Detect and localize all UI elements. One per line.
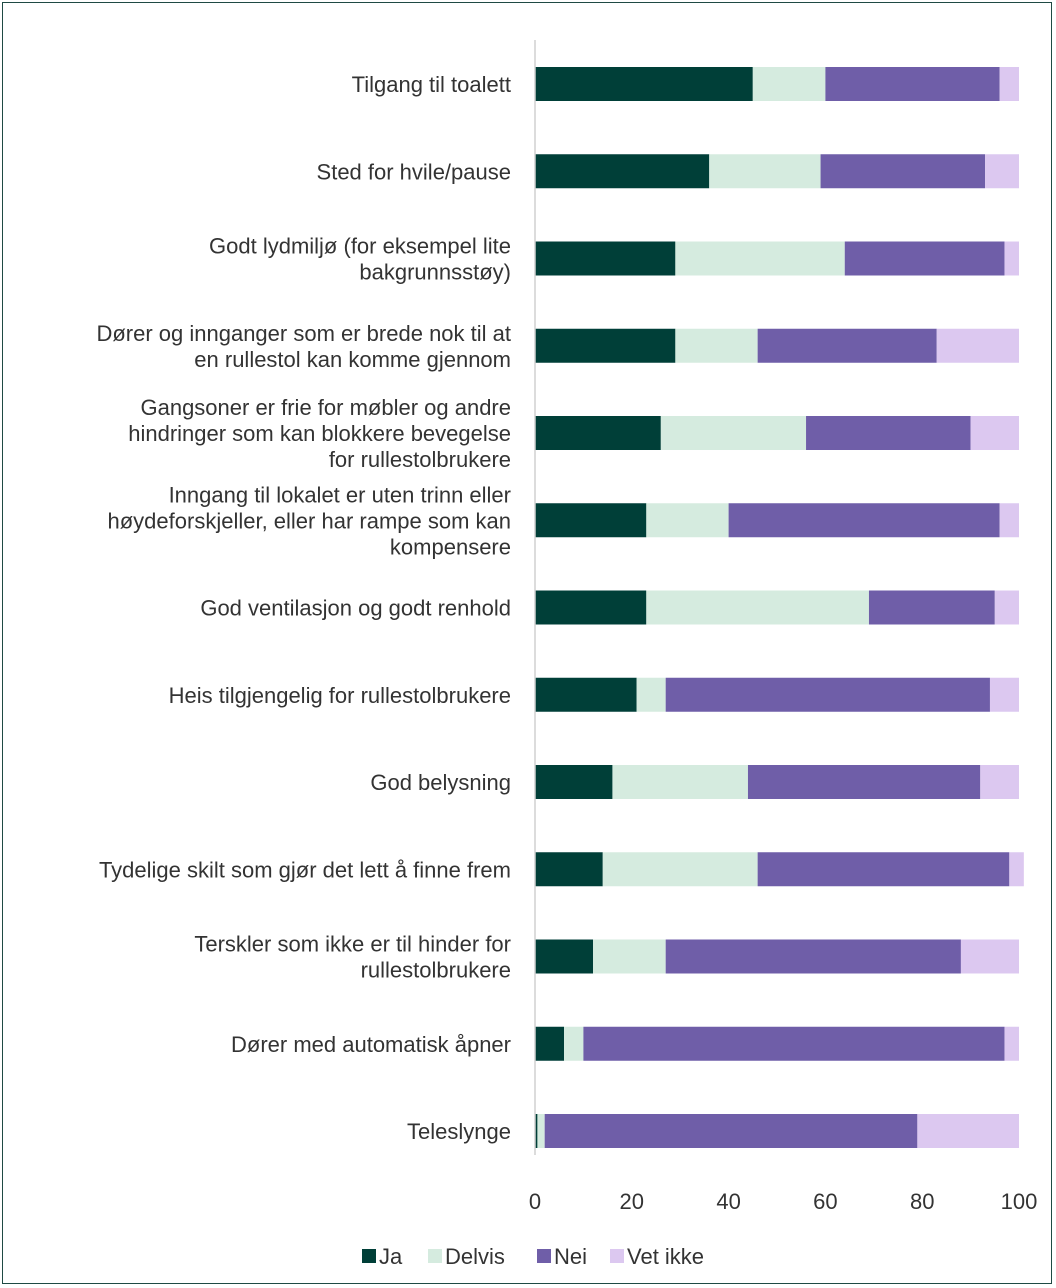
bar-segment-nei xyxy=(665,677,990,712)
bar-segment-delvis xyxy=(612,765,748,799)
bar-segment-vet-ikke xyxy=(980,765,1019,799)
bar-segment-nei xyxy=(544,1114,918,1148)
bar-segment-vet-ikke xyxy=(999,67,1019,101)
category-label: God ventilasjon og godt renhold xyxy=(200,596,511,621)
bar-segment-vet-ikke xyxy=(960,939,1019,974)
bar-segment-nei xyxy=(583,1026,1005,1061)
bar-segment-ja xyxy=(535,416,661,450)
bar-segment-delvis xyxy=(636,677,666,712)
category-label: Terskler som ikke er til hinder for rulle… xyxy=(194,932,511,983)
bar-segment-vet-ikke xyxy=(970,416,1019,450)
bar-segment-nei xyxy=(825,67,1000,101)
legend-label: Nei xyxy=(554,1244,587,1269)
bar-segment-vet-ikke xyxy=(989,677,1019,712)
bar-segment-delvis xyxy=(752,67,826,101)
bar-segment-ja xyxy=(535,1114,538,1148)
x-tick-label: 40 xyxy=(716,1189,740,1214)
category-label: Tydelige skilt som gjør det lett å finne… xyxy=(99,857,511,882)
bar-segment-delvis xyxy=(675,328,758,363)
bar-segment-nei xyxy=(844,241,1005,276)
bar-segment-vet-ikke xyxy=(985,154,1019,189)
bar-segment-ja xyxy=(535,939,594,974)
bar-segment-vet-ikke xyxy=(1004,241,1019,276)
bar-segment-nei xyxy=(757,852,1010,887)
bar-segment-delvis xyxy=(660,416,807,450)
bar-segment-ja xyxy=(535,765,613,799)
bar-segment-ja xyxy=(535,67,753,101)
bar-segment-delvis xyxy=(675,241,845,276)
legend-swatch-nei xyxy=(537,1249,551,1263)
bar-segment-vet-ikke xyxy=(917,1114,1019,1148)
category-label: Tilgang til toalett xyxy=(352,72,511,97)
category-label: Gangsoner er frie for møbler og andre hin… xyxy=(128,395,511,472)
bar-segment-vet-ikke xyxy=(1004,1026,1019,1061)
bar-segment-vet-ikke xyxy=(1009,852,1024,887)
bar-segment-delvis xyxy=(593,939,666,974)
bar-segment-ja xyxy=(535,1026,565,1061)
legend-label: Delvis xyxy=(445,1244,505,1269)
bar-segment-ja xyxy=(535,503,647,538)
category-labels: Tilgang til toalett Sted for hvile/pause G… xyxy=(96,72,511,1144)
category-label: Inngang til lokalet er uten trinn eller h… xyxy=(108,482,512,559)
bar-segment-ja xyxy=(535,154,710,189)
x-tick-label: 20 xyxy=(620,1189,644,1214)
bar-segment-ja xyxy=(535,328,676,363)
x-tick-label: 60 xyxy=(813,1189,837,1214)
bar-segment-ja xyxy=(535,241,676,276)
bar-segment-nei xyxy=(820,154,986,189)
bar-segment-nei xyxy=(747,765,981,799)
bar-segment-vet-ikke xyxy=(994,590,1019,625)
bar-segment-delvis xyxy=(646,590,869,625)
bar-segment-ja xyxy=(535,852,603,887)
legend: Ja Delvis Nei Vet ikke xyxy=(362,1244,704,1269)
category-label: Dører og innganger som er brede nok til … xyxy=(96,321,511,372)
category-label: God belysning xyxy=(370,770,511,795)
category-label: Dører med automatisk åpner xyxy=(231,1032,511,1057)
legend-label: Ja xyxy=(379,1244,403,1269)
bar-segment-ja xyxy=(535,590,647,625)
legend-label: Vet ikke xyxy=(627,1244,704,1269)
bars-layer xyxy=(535,67,1024,1148)
x-tick-labels: 0 20 40 60 80 100 xyxy=(529,1189,1037,1214)
x-tick-label: 0 xyxy=(529,1189,541,1214)
bar-segment-nei xyxy=(868,590,995,625)
bar-segment-nei xyxy=(806,416,971,450)
bar-segment-delvis xyxy=(646,503,729,538)
bar-segment-delvis xyxy=(564,1026,584,1061)
legend-swatch-ja xyxy=(362,1249,376,1263)
legend-swatch-delvis xyxy=(428,1249,442,1263)
category-label: Heis tilgjengelig for rullestolbrukere xyxy=(169,683,511,708)
x-tick-label: 100 xyxy=(1001,1189,1038,1214)
bar-segment-nei xyxy=(665,939,961,974)
bar-segment-delvis xyxy=(709,154,821,189)
bar-segment-vet-ikke xyxy=(999,503,1019,538)
bar-segment-nei xyxy=(757,328,937,363)
category-label: Teleslynge xyxy=(407,1119,511,1144)
bar-segment-delvis xyxy=(602,852,758,887)
category-label: Godt lydmiljø (for eksempel lite bakgrunn… xyxy=(209,234,511,285)
bar-segment-delvis xyxy=(537,1114,545,1148)
category-label: Sted for hvile/pause xyxy=(317,159,511,184)
x-tick-label: 80 xyxy=(910,1189,934,1214)
legend-swatch-vet-ikke xyxy=(610,1249,624,1263)
bar-segment-nei xyxy=(728,503,1000,538)
bar-segment-vet-ikke xyxy=(936,328,1019,363)
bar-segment-ja xyxy=(535,677,637,712)
